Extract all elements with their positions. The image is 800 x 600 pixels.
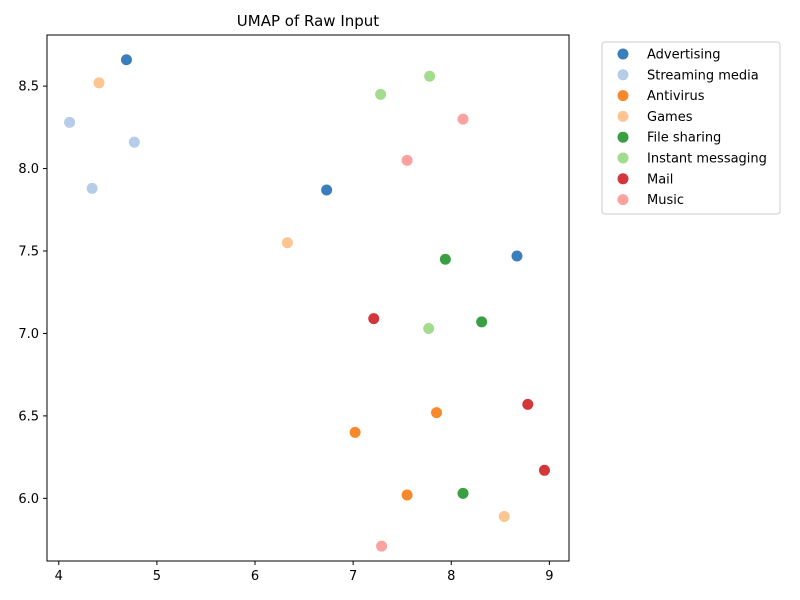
x-tick-label: 5: [153, 569, 161, 584]
points-layer: [64, 54, 550, 552]
legend-label: Instant messaging: [647, 152, 767, 167]
legend-label: Music: [647, 193, 684, 208]
legend-label: Advertising: [647, 48, 721, 63]
data-point: [368, 313, 380, 325]
data-point: [120, 54, 132, 66]
legend-marker: [617, 69, 629, 81]
data-point: [401, 489, 413, 501]
x-tick-label: 9: [545, 569, 553, 584]
legend-label: Games: [647, 110, 693, 125]
data-point: [401, 154, 413, 166]
x-tick-label: 8: [447, 569, 455, 584]
data-point: [86, 182, 98, 194]
legend-marker: [617, 152, 629, 164]
data-point: [321, 184, 333, 196]
data-point: [476, 316, 488, 328]
legend-box: [601, 41, 781, 215]
legend-label: File sharing: [647, 131, 721, 146]
data-point: [349, 426, 361, 438]
x-axis: 4 5 6 7 8 9: [55, 561, 554, 584]
legend-marker: [617, 131, 629, 143]
data-point: [431, 407, 443, 419]
data-point: [538, 464, 550, 476]
data-point: [457, 113, 469, 125]
legend-label: Streaming media: [647, 68, 759, 83]
y-axis: 6.0 6.5 7.0 7.5 8.0 8.5: [18, 80, 47, 507]
x-tick-label: 7: [349, 569, 357, 584]
y-tick-label: 6.0: [18, 492, 39, 507]
data-point: [93, 77, 105, 89]
data-point: [281, 237, 293, 249]
data-point: [375, 88, 387, 100]
data-point: [457, 487, 469, 499]
legend-marker: [617, 48, 629, 60]
legend-marker: [617, 173, 629, 185]
data-point: [64, 116, 76, 128]
legend-marker: [617, 194, 629, 206]
legend-label: Antivirus: [647, 89, 705, 104]
x-tick-label: 4: [55, 569, 63, 584]
y-tick-label: 6.5: [18, 409, 39, 424]
y-tick-label: 8.5: [18, 80, 39, 95]
data-point: [439, 253, 451, 265]
data-point: [498, 510, 510, 522]
legend-label: Mail: [647, 172, 673, 187]
x-tick-label: 6: [251, 569, 259, 584]
data-point: [522, 398, 534, 410]
data-point: [128, 136, 140, 148]
plot-area-frame: [46, 34, 570, 562]
y-tick-label: 8.0: [18, 162, 39, 177]
data-point: [376, 540, 388, 552]
data-point: [423, 323, 435, 335]
y-tick-label: 7.5: [18, 245, 39, 260]
legend-marker: [617, 90, 629, 102]
data-point: [424, 70, 436, 82]
data-point: [511, 250, 523, 262]
y-tick-label: 7.0: [18, 327, 39, 342]
chart-title: UMAP of Raw Input: [237, 12, 380, 30]
legend: Advertising Streaming media Antivirus Games…: [601, 41, 781, 215]
legend-marker: [617, 110, 629, 122]
